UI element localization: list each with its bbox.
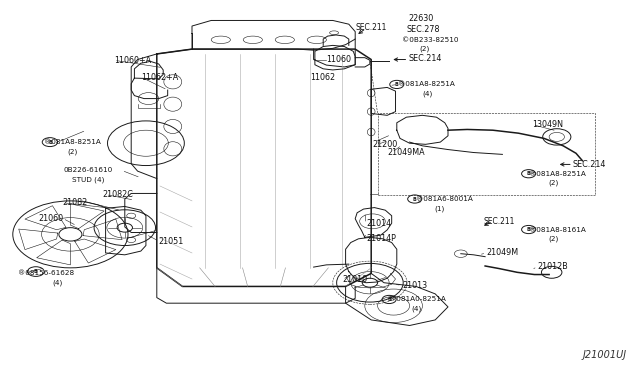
Text: 21010: 21010 (342, 275, 367, 284)
Text: B: B (48, 140, 52, 145)
Text: 11062: 11062 (310, 73, 335, 82)
Text: ®081A0-8251A: ®081A0-8251A (389, 296, 446, 302)
Text: (4): (4) (52, 279, 63, 286)
Text: J21001UJ: J21001UJ (583, 350, 627, 360)
Text: SEC.214: SEC.214 (573, 160, 606, 169)
Text: STUD (4): STUD (4) (72, 176, 105, 183)
Text: ®081A8-8251A: ®081A8-8251A (529, 171, 586, 177)
Text: 21014: 21014 (366, 219, 391, 228)
Text: ®081A8-8251A: ®081A8-8251A (44, 139, 100, 145)
Text: 21012B: 21012B (538, 262, 568, 271)
Text: ©0B233-82510: ©0B233-82510 (402, 37, 458, 43)
Text: 21200: 21200 (372, 140, 397, 149)
Text: 22630: 22630 (408, 14, 433, 23)
Text: SEC.278: SEC.278 (406, 25, 440, 33)
Text: 13049N: 13049N (532, 120, 563, 129)
Text: (2): (2) (548, 235, 559, 242)
Text: 11062+A: 11062+A (141, 73, 178, 81)
Text: SEC.211: SEC.211 (355, 23, 387, 32)
Text: 11060+A: 11060+A (114, 56, 151, 65)
Text: (4): (4) (422, 90, 433, 97)
Text: 21051: 21051 (159, 237, 184, 246)
Text: ®081A6-8001A: ®081A6-8001A (416, 196, 473, 202)
Text: (4): (4) (412, 305, 422, 312)
Text: SEC.211: SEC.211 (483, 217, 515, 226)
Text: (1): (1) (434, 205, 444, 212)
Text: B: B (395, 82, 399, 87)
Text: (2): (2) (419, 46, 429, 52)
Text: B: B (527, 171, 531, 176)
Text: 21014P: 21014P (366, 234, 396, 243)
Text: 21082: 21082 (63, 198, 88, 207)
Text: ®08156-61628: ®08156-61628 (18, 270, 74, 276)
Text: 0B226-61610: 0B226-61610 (64, 167, 113, 173)
Text: B: B (387, 297, 391, 302)
Text: 21049M: 21049M (486, 248, 518, 257)
Text: 21082C: 21082C (102, 190, 133, 199)
Text: 21013: 21013 (402, 281, 427, 290)
Text: B: B (34, 269, 38, 274)
Text: 21060: 21060 (38, 214, 63, 223)
Text: ®081A8-8251A: ®081A8-8251A (398, 81, 455, 87)
Text: ®081A8-8161A: ®081A8-8161A (529, 227, 586, 232)
Text: (2): (2) (67, 148, 77, 155)
Text: 11060: 11060 (326, 55, 351, 64)
Text: SEC.214: SEC.214 (408, 54, 442, 63)
Text: B: B (413, 196, 417, 202)
Text: (2): (2) (548, 180, 559, 186)
Text: B: B (527, 227, 531, 232)
Text: 21049MA: 21049MA (387, 148, 425, 157)
